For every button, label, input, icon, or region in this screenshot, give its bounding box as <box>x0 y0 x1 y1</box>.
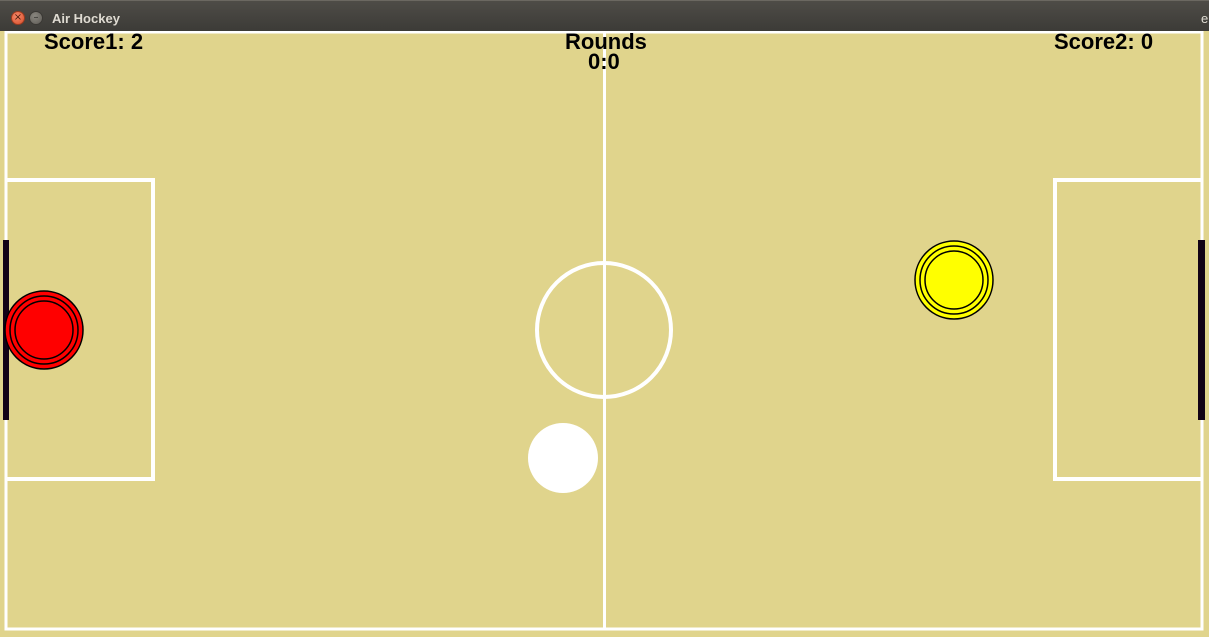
center-circle <box>535 261 673 399</box>
close-button[interactable]: × <box>11 11 25 25</box>
minimize-button[interactable]: – <box>29 11 43 25</box>
window-title: Air Hockey <box>52 11 120 26</box>
rounds-value: 0:0 <box>588 49 620 74</box>
player1-score: Score1: 2 <box>44 29 144 54</box>
right-goal <box>1198 240 1205 420</box>
puck[interactable] <box>528 423 598 493</box>
title-bar[interactable]: × – Air Hockey e <box>0 0 1209 31</box>
player1-mallet[interactable] <box>4 290 84 370</box>
player2-mallet[interactable] <box>914 240 994 320</box>
left-goal-area <box>6 178 155 481</box>
player2-score: Score2: 0 <box>1054 29 1154 54</box>
right-goal-area <box>1053 178 1202 481</box>
rounds-label: Rounds <box>565 29 647 54</box>
hockey-table[interactable] <box>0 31 1209 637</box>
background-window-edge-text: e <box>1201 11 1209 26</box>
